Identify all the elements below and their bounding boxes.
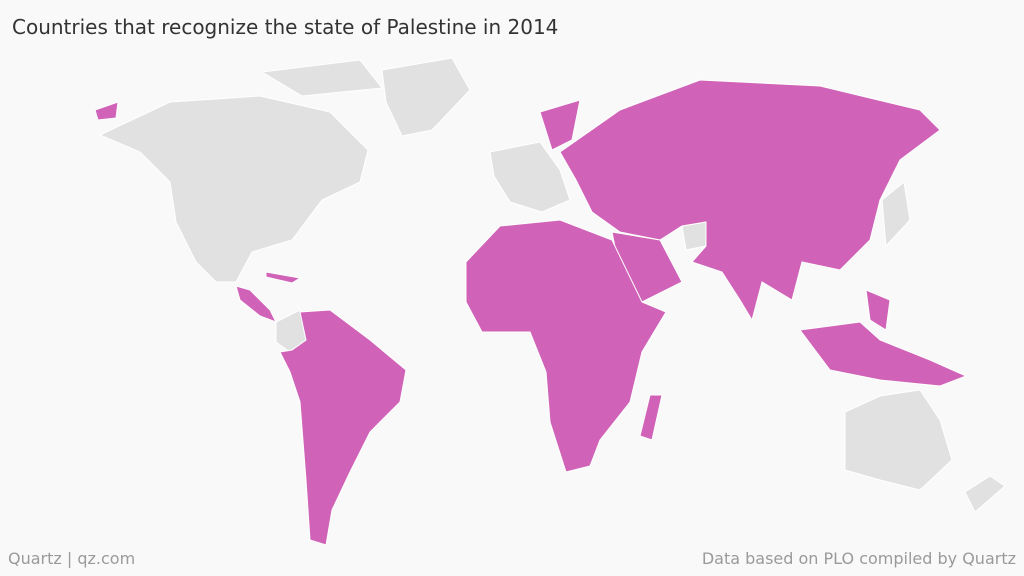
new-zealand	[964, 475, 1006, 513]
africa	[465, 219, 667, 473]
australia	[844, 389, 953, 491]
map-title: Countries that recognize the state of Pa…	[12, 15, 558, 39]
indonesia	[799, 321, 968, 387]
north-america	[98, 95, 369, 283]
philippines	[865, 289, 891, 331]
afghanistan	[681, 221, 707, 251]
credit: Quartz | qz.com	[8, 549, 135, 568]
south-america	[279, 309, 407, 546]
japan	[881, 181, 911, 248]
iceland	[94, 101, 119, 121]
greenland	[381, 57, 471, 137]
central-america	[235, 285, 278, 323]
western-europe	[489, 141, 571, 213]
source: Data based on PLO compiled by Quartz	[702, 549, 1016, 568]
arctic-islands	[260, 59, 383, 97]
cuba	[265, 271, 302, 284]
land	[94, 57, 1006, 546]
scandinavia	[539, 99, 581, 151]
madagascar	[639, 394, 663, 441]
